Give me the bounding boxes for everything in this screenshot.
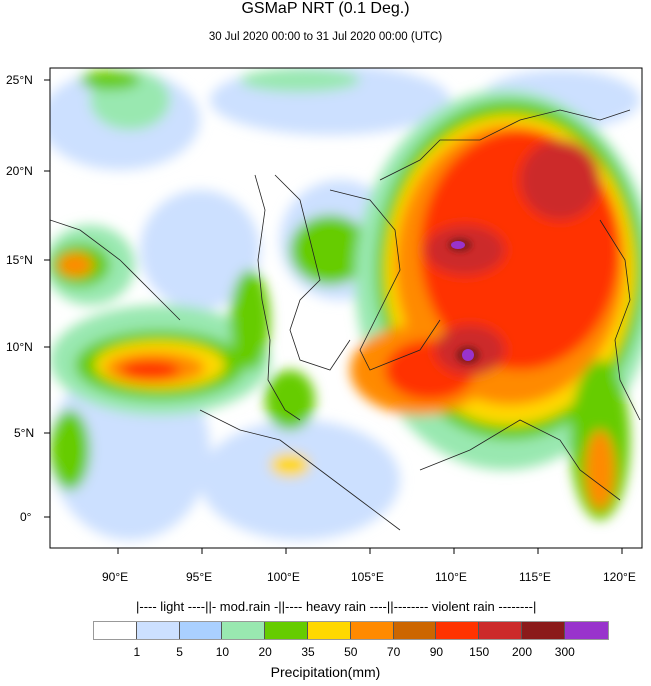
- colorbar-swatch: [479, 622, 522, 639]
- chart-title: GSMaP NRT (0.1 Deg.): [241, 0, 410, 17]
- lon-label: 115°E: [519, 570, 551, 584]
- lat-label: 25°N: [6, 73, 33, 87]
- colorbar-tick-label: 90: [429, 645, 444, 659]
- colorbar-tick-label: 10: [215, 645, 230, 659]
- colorbar-unit-label: Precipitation(mm): [270, 664, 381, 680]
- colorbar-swatch: [393, 622, 437, 639]
- colorbar-tick-label: 70: [386, 645, 401, 659]
- lat-label: 5°N: [14, 426, 35, 440]
- colorbar-swatch: [94, 622, 137, 639]
- colorbar-tick-label: 5: [176, 645, 183, 659]
- colorbar: [93, 621, 609, 640]
- lon-label: 100°E: [267, 570, 300, 584]
- colorbar-tick-label: 1: [133, 645, 141, 659]
- lat-label: 0°: [20, 510, 32, 524]
- colorbar-swatch: [350, 622, 394, 639]
- colorbar-tick-label: 20: [258, 645, 272, 659]
- colorbar-swatch: [265, 622, 308, 639]
- colorbar-swatch: [179, 622, 223, 639]
- lon-label: 105°E: [351, 570, 384, 584]
- rain-field: [50, 68, 642, 548]
- lon-label: 90°E: [102, 570, 129, 584]
- colorbar-swatch: [564, 622, 608, 639]
- colorbar-swatch: [222, 622, 266, 639]
- colorbar-tick-label: 200: [511, 645, 533, 659]
- map-frame: [49, 67, 643, 549]
- colorbar-tick-label: 300: [554, 645, 575, 659]
- lon-label: 120°E: [603, 570, 636, 584]
- lon-label: 95°E: [186, 570, 213, 584]
- colorbar-tick-label: 50: [344, 645, 358, 659]
- colorbar-tick-label: 35: [301, 645, 315, 659]
- colorbar-category-labels: |---- light ----||- mod.rain -||---- hea…: [136, 599, 537, 614]
- coastlines: [50, 109, 641, 531]
- lat-label: 10°N: [6, 340, 33, 354]
- colorbar-swatch: [436, 622, 480, 639]
- colorbar-tick-label: 150: [469, 645, 490, 659]
- max-rain-cell: [462, 349, 474, 361]
- lat-label: 20°N: [6, 164, 33, 178]
- chart-subtitle: 30 Jul 2020 00:00 to 31 Jul 2020 00:00 (…: [208, 31, 443, 43]
- colorbar-swatch: [307, 622, 351, 639]
- colorbar-swatch: [521, 622, 565, 639]
- axis-ticks: [44, 79, 623, 554]
- max-rain-cell: [451, 241, 465, 249]
- lat-label: 15°N: [6, 253, 33, 267]
- colorbar-swatch: [136, 622, 180, 639]
- lon-label: 110°E: [435, 570, 467, 584]
